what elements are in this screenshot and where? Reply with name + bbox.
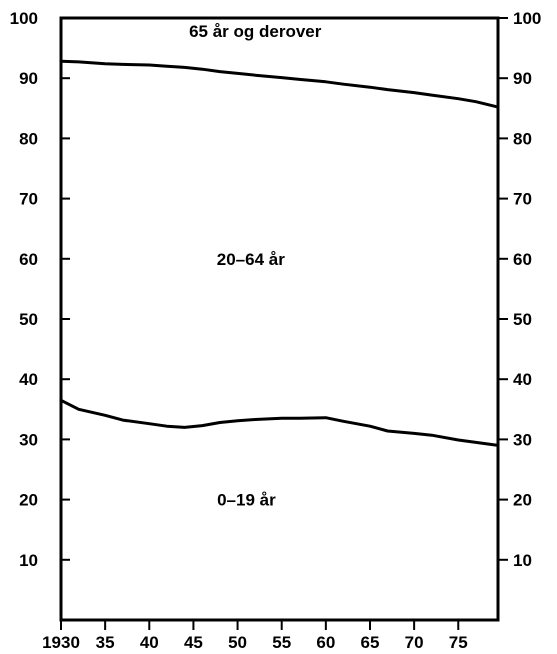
region-label-1: 20–64 år bbox=[217, 250, 285, 269]
y-left-tick-label: 50 bbox=[19, 310, 38, 329]
y-left-tick-label: 90 bbox=[19, 69, 38, 88]
y-left-tick-label: 20 bbox=[19, 491, 38, 510]
y-left-tick-label: 80 bbox=[19, 129, 38, 148]
y-left-tick-label: 40 bbox=[19, 370, 38, 389]
x-tick-label: 50 bbox=[228, 633, 247, 652]
x-tick-label: 40 bbox=[140, 633, 159, 652]
y-right-tick-label: 90 bbox=[513, 69, 532, 88]
y-axis-right: 10 20 30 40 50 60 70 80 90 100 bbox=[498, 9, 541, 570]
y-left-tick-label: 100 bbox=[10, 9, 38, 28]
x-tick-label: 60 bbox=[316, 633, 335, 652]
x-tick-label: 70 bbox=[405, 633, 424, 652]
x-tick-label: 45 bbox=[184, 633, 203, 652]
region-label-2: 0–19 år bbox=[217, 491, 276, 510]
y-left-tick-label: 30 bbox=[19, 430, 38, 449]
y-right-tick-label: 60 bbox=[513, 250, 532, 269]
y-left-tick-label: 60 bbox=[19, 250, 38, 269]
y-left-tick-label: 10 bbox=[19, 551, 38, 570]
series-curves bbox=[59, 59, 500, 447]
plot-frame bbox=[59, 16, 500, 622]
y-right-tick-label: 100 bbox=[513, 9, 541, 28]
y-right-tick-label: 20 bbox=[513, 491, 532, 510]
y-right-tick-label: 40 bbox=[513, 370, 532, 389]
x-tick-label: 75 bbox=[449, 633, 468, 652]
x-tick-label: 1930 bbox=[42, 633, 80, 652]
series-boundary-0-19-r bbox=[59, 398, 500, 447]
x-tick-label: 35 bbox=[96, 633, 115, 652]
y-right-tick-label: 30 bbox=[513, 430, 532, 449]
x-axis: 1930 35 40 45 50 55 60 65 70 75 bbox=[42, 620, 468, 652]
x-tick-label: 55 bbox=[272, 633, 291, 652]
series-boundary-20-64-r bbox=[59, 59, 500, 109]
y-right-tick-label: 80 bbox=[513, 129, 532, 148]
x-tick-label: 65 bbox=[361, 633, 380, 652]
y-right-tick-label: 70 bbox=[513, 190, 532, 209]
y-right-tick-label: 10 bbox=[513, 551, 532, 570]
region-labels: 65 år og derover 20–64 år 0–19 år bbox=[189, 22, 322, 509]
y-right-tick-label: 50 bbox=[513, 310, 532, 329]
y-left-tick-label: 70 bbox=[19, 190, 38, 209]
y-axis-left: 10 20 30 40 50 60 70 80 90 100 bbox=[10, 9, 70, 570]
region-label-0: 65 år og derover bbox=[189, 22, 322, 41]
